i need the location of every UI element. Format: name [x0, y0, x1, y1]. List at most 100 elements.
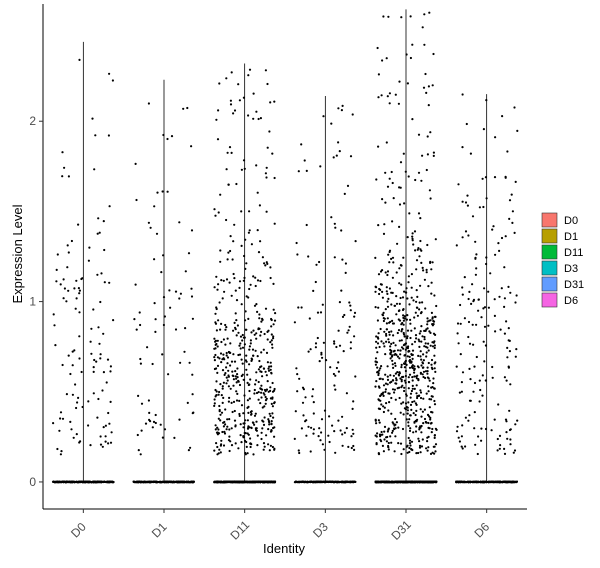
data-point: [340, 480, 343, 483]
data-point: [409, 403, 413, 406]
data-point: [61, 151, 64, 154]
data-point: [235, 399, 239, 402]
data-point: [260, 480, 263, 483]
data-point: [244, 453, 247, 456]
data-point: [138, 311, 141, 314]
data-point: [421, 410, 424, 413]
data-point: [270, 422, 273, 425]
data-point: [134, 162, 137, 165]
data-point: [424, 342, 427, 345]
data-point: [218, 404, 221, 408]
data-point: [381, 296, 384, 299]
data-point: [262, 423, 266, 426]
data-point: [374, 363, 377, 366]
data-point: [420, 325, 423, 328]
data-point: [295, 241, 298, 245]
data-point: [302, 414, 305, 417]
data-point: [418, 444, 422, 447]
data-point: [434, 238, 437, 241]
data-point: [374, 434, 377, 437]
data-point: [410, 440, 414, 443]
data-point: [173, 436, 176, 439]
data-point: [107, 134, 110, 137]
data-point: [391, 354, 394, 357]
data-point: [383, 330, 386, 333]
data-point: [393, 304, 396, 307]
data-point: [214, 347, 217, 350]
data-point: [393, 424, 396, 427]
data-point: [396, 371, 399, 374]
data-point: [328, 480, 331, 483]
data-point: [385, 440, 388, 443]
data-point: [414, 430, 418, 433]
data-point: [411, 349, 415, 352]
data-point: [294, 410, 297, 413]
data-point: [392, 341, 395, 344]
data-point: [215, 342, 218, 346]
data-point: [422, 375, 425, 379]
data-point: [252, 117, 255, 120]
data-point: [53, 324, 56, 327]
data-point: [219, 413, 222, 416]
data-point: [108, 205, 111, 208]
data-point: [88, 246, 91, 249]
data-point: [419, 391, 423, 394]
data-point: [340, 109, 343, 112]
data-point: [384, 390, 387, 393]
data-point: [392, 422, 395, 425]
data-point: [412, 431, 415, 434]
data-point: [220, 322, 223, 325]
data-point: [349, 304, 352, 307]
data-point: [403, 343, 406, 346]
data-point: [413, 367, 416, 370]
data-point: [263, 405, 266, 408]
data-point: [338, 301, 341, 304]
data-point: [400, 363, 403, 366]
data-point: [85, 481, 88, 483]
data-point: [351, 480, 354, 483]
data-point: [183, 481, 185, 484]
data-point: [71, 350, 74, 353]
data-point: [216, 453, 219, 456]
data-point: [101, 445, 104, 448]
data-point: [248, 389, 251, 393]
data-point: [416, 314, 419, 317]
data-point: [244, 328, 247, 331]
data-point: [144, 481, 147, 484]
data-point: [422, 480, 425, 483]
data-point: [97, 397, 100, 401]
data-point: [215, 329, 218, 332]
data-point: [62, 481, 65, 484]
data-point: [341, 415, 344, 418]
data-point: [431, 317, 434, 320]
data-point: [99, 435, 102, 438]
data-point: [433, 403, 437, 406]
data-point: [333, 430, 336, 433]
data-point: [429, 319, 432, 322]
data-point: [390, 441, 393, 444]
data-point: [136, 433, 139, 437]
data-point: [177, 480, 179, 483]
data-point: [248, 210, 251, 213]
data-point: [417, 354, 420, 357]
data-point: [340, 229, 343, 232]
data-point: [334, 374, 337, 377]
data-point: [159, 423, 162, 426]
data-point: [266, 338, 269, 341]
data-point: [219, 193, 222, 196]
data-point: [431, 427, 434, 431]
data-point: [186, 401, 189, 404]
data-point: [404, 359, 407, 362]
data-point: [225, 480, 228, 483]
data-point: [400, 339, 403, 342]
data-point: [102, 371, 105, 374]
data-point: [149, 420, 152, 423]
data-point: [214, 424, 217, 427]
data-point: [426, 323, 429, 326]
data-point: [147, 399, 150, 402]
data-point: [352, 432, 355, 435]
data-point: [59, 283, 62, 286]
data-point: [102, 426, 105, 429]
data-point: [514, 481, 517, 483]
data-point: [378, 421, 381, 424]
